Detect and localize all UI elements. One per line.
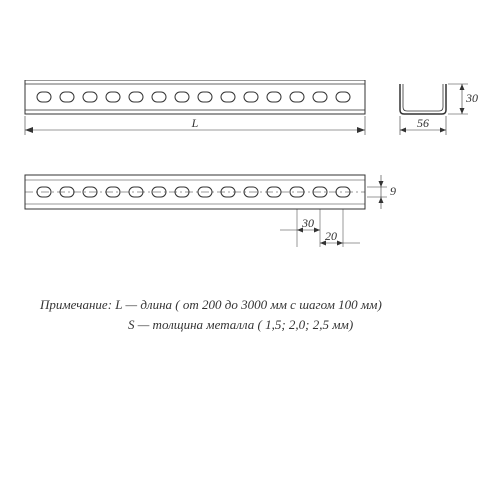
profile-height-label: 30 — [465, 91, 478, 105]
note-2-text: S — толщина металла ( 1,5; 2,0; 2,5 мм) — [128, 317, 353, 332]
technical-drawing: L 56 30 — [20, 80, 480, 280]
profile-view: 56 30 — [400, 84, 478, 135]
note-1-text: L — длина ( от 200 до 3000 мм с шагом 10… — [115, 297, 382, 312]
front-view: L — [25, 80, 365, 135]
length-label: L — [191, 116, 199, 130]
note-line-1: Примечание: L — длина ( от 200 до 3000 м… — [40, 295, 382, 315]
profile-width-label: 56 — [417, 116, 429, 130]
note-line-2: S — толщина металла ( 1,5; 2,0; 2,5 мм) — [40, 315, 382, 335]
drawing-svg: L 56 30 — [20, 80, 480, 280]
notes-block: Примечание: L — длина ( от 200 до 3000 м… — [40, 295, 382, 334]
dim-20-label: 20 — [325, 229, 337, 243]
front-slots — [37, 92, 350, 102]
top-view: 30 20 9 — [25, 175, 396, 247]
dim-9-label: 9 — [390, 184, 396, 198]
dim-30-label: 30 — [301, 216, 314, 230]
note-prefix: Примечание: — [40, 297, 115, 312]
